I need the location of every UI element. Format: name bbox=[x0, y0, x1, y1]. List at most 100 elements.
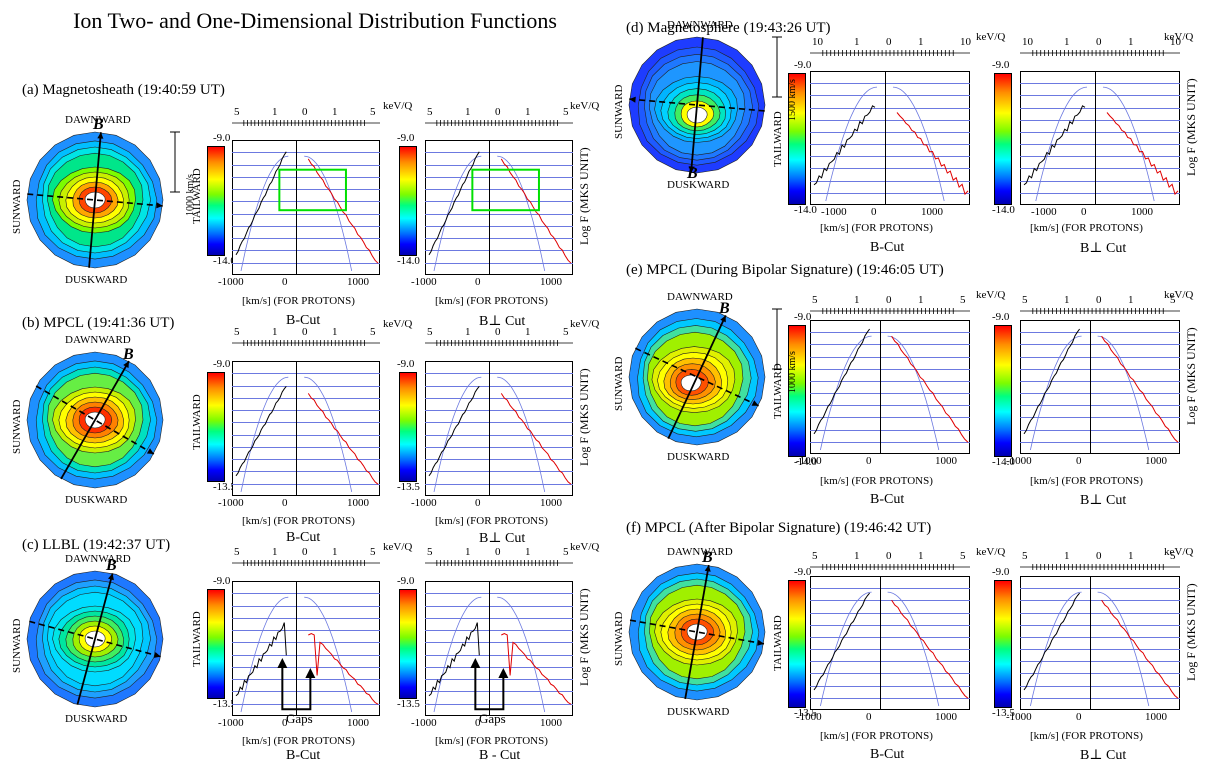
energy-tick-label: 0 bbox=[1096, 294, 1102, 306]
velocity-tick-label: -1000 bbox=[411, 717, 437, 729]
energy-tick-label: 1 bbox=[918, 294, 924, 306]
b-vector-label-d: B bbox=[687, 165, 698, 182]
perp-dashed-line bbox=[635, 347, 759, 407]
grid-line bbox=[232, 263, 380, 264]
grid-line bbox=[1020, 661, 1180, 662]
grid-line bbox=[1020, 369, 1180, 370]
energy-tick-label: 0 bbox=[886, 36, 892, 48]
grid-line bbox=[232, 373, 380, 374]
grid-line bbox=[810, 120, 970, 121]
model-envelope-left bbox=[820, 591, 872, 707]
distribution-a-contour bbox=[26, 131, 164, 269]
energy-tick-label: 0 bbox=[302, 546, 308, 558]
duskward-label: DUSKWARD bbox=[65, 494, 128, 506]
colorbar-top-label: -9.0 bbox=[213, 132, 231, 144]
cut-curves-e-p2 bbox=[1023, 328, 1179, 451]
grid-line bbox=[1020, 698, 1180, 699]
colorbar-f bbox=[788, 580, 806, 708]
grid-line bbox=[425, 704, 573, 705]
grid-line bbox=[810, 344, 970, 345]
bperp-cut-label: B⊥ Cut bbox=[1080, 241, 1127, 256]
colorbar-bottom-label: -13.5 bbox=[213, 698, 236, 710]
energy-tick-label: 0 bbox=[886, 294, 892, 306]
grid-line bbox=[1020, 120, 1180, 121]
energy-tick-label: 5 bbox=[1170, 550, 1176, 562]
velocity-tick-label: 0 bbox=[475, 276, 481, 288]
grid-line bbox=[425, 250, 573, 251]
minus-v-curve bbox=[1023, 328, 1081, 435]
sunward-label: SUNWARD bbox=[11, 399, 23, 454]
grid-line bbox=[425, 691, 573, 692]
grid-line bbox=[1020, 156, 1180, 157]
energy-tick-label: 5 bbox=[370, 106, 376, 118]
grid-line bbox=[1020, 168, 1180, 169]
colorbar-bottom-label: -14.0 bbox=[794, 204, 817, 216]
zero-line bbox=[296, 140, 297, 275]
grid-line bbox=[810, 613, 970, 614]
kev-label: keV/Q bbox=[976, 289, 1006, 301]
sunward-label: SUNWARD bbox=[613, 84, 625, 139]
tailward-label: TAILWARD bbox=[191, 611, 203, 667]
tailward-label: TAILWARD bbox=[772, 110, 784, 167]
grid-line bbox=[232, 386, 380, 387]
velocity-tick-label: 1000 bbox=[540, 497, 562, 509]
sunward-label: SUNWARD bbox=[11, 179, 23, 234]
velocity-tick-label: -1000 bbox=[796, 455, 822, 467]
velocity-tick-label: 1000 bbox=[935, 711, 957, 723]
dawnward-label: DAWNWARD bbox=[667, 546, 733, 558]
grid-line bbox=[425, 152, 573, 153]
cut-curves-b-p1 bbox=[235, 376, 379, 492]
colorbar2-d bbox=[994, 73, 1012, 205]
energy-tick-label: 1 bbox=[1128, 550, 1134, 562]
grid-line bbox=[232, 484, 380, 485]
energy-axis-marks bbox=[232, 340, 380, 346]
model-envelope-right bbox=[1097, 591, 1150, 707]
bperp-cut-label: B⊥ Cut bbox=[1080, 493, 1127, 508]
velocity-tick-label: 0 bbox=[475, 717, 481, 729]
colorbar2-top-label: -9.0 bbox=[992, 59, 1010, 71]
duskward-label: DUSKWARD bbox=[667, 179, 730, 191]
zero-line bbox=[296, 581, 297, 716]
grid-line bbox=[232, 165, 380, 166]
energy-tick-label: 1 bbox=[525, 106, 531, 118]
grid-line bbox=[810, 381, 970, 382]
plus-v-curve bbox=[501, 632, 572, 705]
energy-tick-label: 5 bbox=[1022, 294, 1028, 306]
zero-line bbox=[489, 581, 490, 716]
arrow-head bbox=[751, 400, 759, 406]
energy-tick-label: 1 bbox=[465, 546, 471, 558]
model-envelope-left bbox=[820, 335, 872, 451]
dawnward-label: DAWNWARD bbox=[65, 114, 131, 126]
energy-tick-label: 0 bbox=[1096, 36, 1102, 48]
colorbar-bottom-label: -14.0 bbox=[794, 456, 817, 468]
energy-tick-label: 1 bbox=[918, 550, 924, 562]
grid-line bbox=[810, 332, 970, 333]
energy-tick-label: 10 bbox=[960, 36, 971, 48]
colorbar2-top-label: -9.0 bbox=[397, 358, 415, 370]
grid-line bbox=[232, 459, 380, 460]
minus-v-curve bbox=[1023, 592, 1080, 691]
x-axis-label: [km/s] (FOR PROTONS) bbox=[820, 475, 933, 487]
distribution-b-contour bbox=[26, 351, 164, 489]
grid-line bbox=[425, 435, 573, 436]
velocity-scale-bar bbox=[170, 131, 180, 193]
gap-bracket bbox=[281, 662, 312, 711]
perp-dashed-line bbox=[35, 385, 155, 455]
grid-line bbox=[1020, 405, 1180, 406]
cut-curves-f-p1 bbox=[813, 591, 969, 707]
dawnward-label: DAWNWARD bbox=[667, 291, 733, 303]
plot-d-p1 bbox=[810, 71, 970, 205]
velocity-tick-label: 1000 bbox=[540, 276, 562, 288]
log-f-label: Log F (MKS UNIT) bbox=[577, 368, 591, 467]
colorbar2-bottom-label: -14.0 bbox=[992, 456, 1015, 468]
model-envelope-left bbox=[825, 86, 878, 202]
perp-dashed-line bbox=[629, 619, 765, 645]
panel-title-f: (f) MPCL (After Bipolar Signature) (19:4… bbox=[626, 520, 932, 536]
log-f-label: Log F (MKS UNIT) bbox=[1184, 582, 1198, 681]
colorbar-bottom-label: -13.5 bbox=[213, 481, 236, 493]
model-envelope-left bbox=[433, 596, 482, 713]
energy-tick-label: 10 bbox=[812, 36, 823, 48]
grid-line bbox=[1020, 417, 1180, 418]
model-envelope-left bbox=[1030, 335, 1082, 451]
energy-tick-label: 1 bbox=[1064, 294, 1070, 306]
